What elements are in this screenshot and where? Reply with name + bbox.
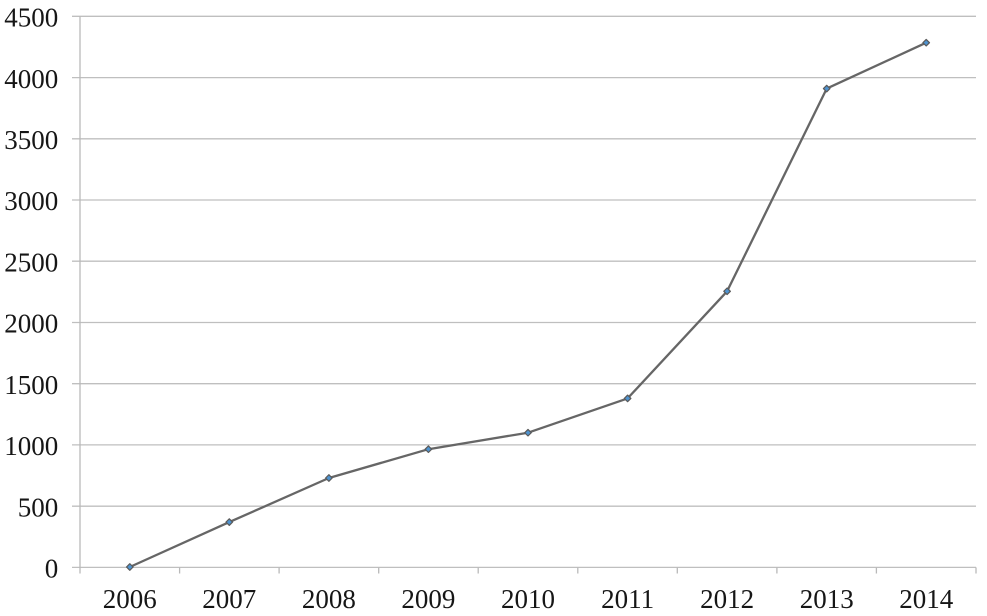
svg-text:2000: 2000 — [4, 309, 58, 339]
svg-text:1000: 1000 — [4, 431, 58, 461]
svg-text:2009: 2009 — [401, 584, 455, 614]
svg-text:2008: 2008 — [302, 584, 356, 614]
svg-text:2011: 2011 — [601, 584, 654, 614]
svg-text:0: 0 — [45, 554, 59, 584]
svg-text:2007: 2007 — [202, 584, 256, 614]
svg-text:2013: 2013 — [800, 584, 854, 614]
svg-text:2012: 2012 — [700, 584, 754, 614]
svg-text:2010: 2010 — [501, 584, 555, 614]
svg-text:2006: 2006 — [103, 584, 157, 614]
svg-text:500: 500 — [18, 492, 59, 522]
svg-text:2014: 2014 — [899, 584, 954, 614]
svg-text:3500: 3500 — [4, 125, 58, 155]
svg-text:4500: 4500 — [4, 3, 58, 33]
svg-text:3000: 3000 — [4, 186, 58, 216]
svg-text:1500: 1500 — [4, 370, 58, 400]
svg-text:4000: 4000 — [4, 64, 58, 94]
svg-text:2500: 2500 — [4, 247, 58, 277]
